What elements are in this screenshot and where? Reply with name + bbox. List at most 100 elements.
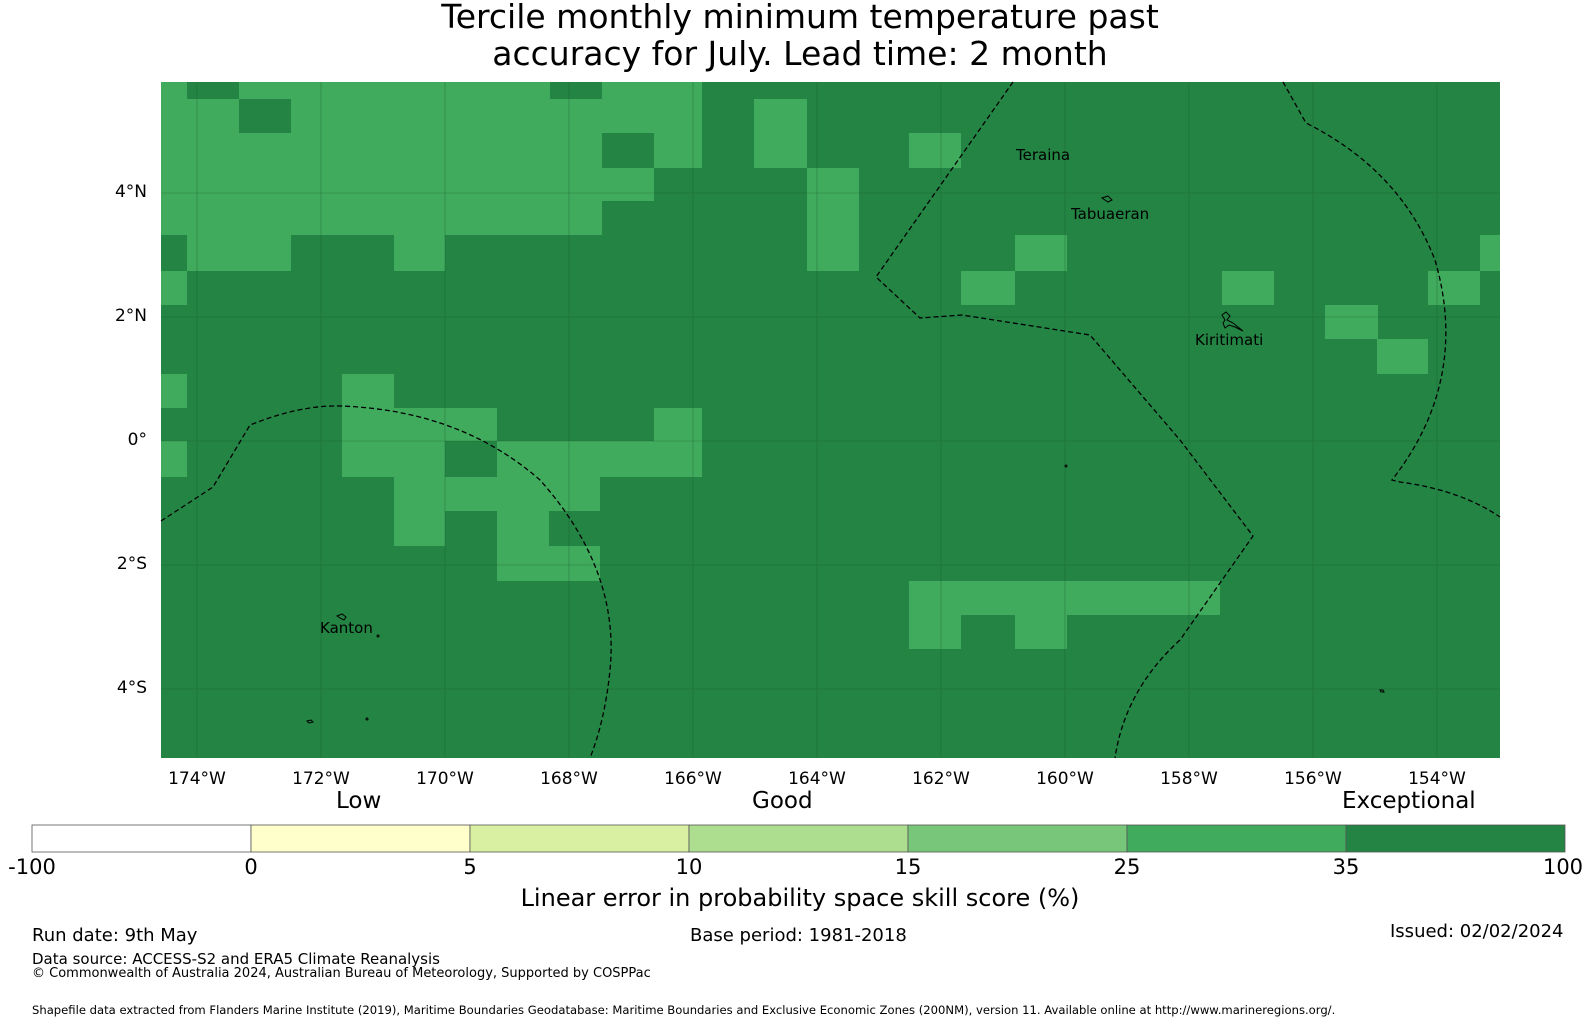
skill-cell: [161, 168, 654, 201]
shapefile-attribution: Shapefile data extracted from Flanders M…: [32, 1003, 1336, 1017]
lat-label: 4°S: [116, 678, 147, 698]
lon-label: 154°W: [1408, 769, 1466, 789]
lon-label: 172°W: [292, 769, 350, 789]
copyright: © Commonwealth of Australia 2024, Austra…: [32, 966, 651, 981]
lat-label: 4°N: [114, 182, 147, 202]
issued-date: Issued: 02/02/2024: [1390, 921, 1564, 942]
lon-label: 166°W: [664, 769, 722, 789]
lat-label: 2°S: [116, 554, 147, 574]
lat-label: 2°N: [114, 306, 147, 326]
islet-2: [1379, 689, 1385, 693]
skill-cell: [654, 133, 702, 168]
skill-cell: [909, 581, 1220, 615]
colorbar-tick: 0: [244, 855, 258, 879]
skill-cell: [602, 133, 654, 168]
skill-cell: [497, 441, 702, 477]
skill-cell: [550, 82, 602, 99]
place-label-teraina: Teraina: [1016, 146, 1071, 164]
colorbar-tick: -100: [8, 855, 56, 879]
skill-cell: [161, 201, 602, 235]
skill-cell: [394, 511, 445, 546]
skill-cell: [291, 99, 702, 133]
skill-cell: [754, 99, 807, 168]
colorbar-tick: 35: [1332, 855, 1360, 879]
coastlines: [306, 195, 1385, 724]
category-label-good: Good: [752, 788, 813, 814]
category-label-low: Low: [336, 788, 382, 814]
skill-cell: [1428, 271, 1480, 305]
skill-cell: [497, 546, 600, 581]
skill-cell: [161, 99, 239, 133]
tabuaeran-island: [1100, 195, 1113, 203]
skill-cell: [909, 615, 961, 649]
islet-1: [306, 719, 314, 724]
skill-cell: [445, 441, 497, 477]
lon-label: 168°W: [540, 769, 598, 789]
title-line-1: Tercile monthly minimum temperature past: [441, 0, 1159, 36]
lon-label: 160°W: [1036, 769, 1094, 789]
colorbar: [31, 824, 1566, 853]
lon-label: 170°W: [416, 769, 474, 789]
data-source: Data source: ACCESS-S2 and ERA5 Climate …: [32, 950, 440, 968]
colorbar-segment: [31, 824, 252, 853]
graticule: [161, 82, 1500, 758]
kanton-island: [335, 613, 347, 621]
colorbar-tick: 100: [1542, 855, 1584, 879]
lon-label: 158°W: [1160, 769, 1218, 789]
run-date: Run date: 9th May: [32, 925, 198, 946]
colorbar-tick: 15: [894, 855, 922, 879]
skill-cell: [1015, 235, 1067, 271]
islet-4: [376, 634, 380, 638]
skill-cell: [1015, 615, 1067, 649]
skill-cell: [161, 441, 187, 477]
islet-5: [1064, 464, 1068, 468]
eez-line-east: [1282, 81, 1501, 518]
place-label-tabuaeran: Tabuaeran: [1071, 205, 1150, 223]
skill-cell: [1377, 339, 1428, 374]
skill-cell: [1480, 235, 1500, 271]
skill-cell: [909, 133, 961, 168]
base-period: Base period: 1981-2018: [690, 925, 907, 946]
skill-cell: [961, 271, 1015, 305]
skill-cell: [807, 168, 859, 271]
skill-cell: [654, 408, 702, 441]
colorbar-segment: [907, 824, 1128, 853]
chart-title: Tercile monthly minimum temperature past…: [0, 0, 1590, 72]
kiritimati-island: [1221, 311, 1244, 332]
lat-label: 0°: [127, 430, 147, 450]
skill-cell: [239, 99, 291, 133]
skill-cell: [161, 271, 187, 305]
skill-cell: [161, 235, 187, 271]
colorbar-tick: 5: [463, 855, 477, 879]
skill-cell: [602, 82, 702, 99]
skill-cell: [187, 235, 291, 271]
place-label-kiritimati: Kiritimati: [1195, 331, 1264, 349]
lon-label: 164°W: [788, 769, 846, 789]
skill-cell: [1325, 305, 1378, 339]
colorbar-segment: [469, 824, 690, 853]
skill-cell: [342, 374, 394, 408]
skill-cell: [161, 374, 187, 408]
lon-label: 174°W: [168, 769, 226, 789]
islet-3: [365, 717, 369, 721]
skill-grid: [161, 82, 1500, 758]
colorbar-label: Linear error in probability space skill …: [520, 884, 1080, 912]
skill-cell: [394, 477, 600, 511]
colorbar-tick: 10: [675, 855, 703, 879]
lon-label: 156°W: [1284, 769, 1342, 789]
skill-cell: [161, 82, 187, 99]
skill-cell: [161, 133, 602, 168]
lon-label: 162°W: [912, 769, 970, 789]
eez-boundaries: [160, 81, 1501, 759]
skill-cell: [1222, 271, 1274, 305]
skill-cell: [187, 82, 239, 99]
colorbar-segment: [1126, 824, 1347, 853]
colorbar-segment: [688, 824, 909, 853]
colorbar-tick: 25: [1113, 855, 1141, 879]
skill-cell: [342, 441, 445, 477]
skill-cell: [497, 511, 549, 546]
colorbar-segment: [1345, 824, 1566, 853]
eez-line-kiribati-phoenix: [160, 405, 612, 759]
skill-cell: [394, 235, 445, 271]
